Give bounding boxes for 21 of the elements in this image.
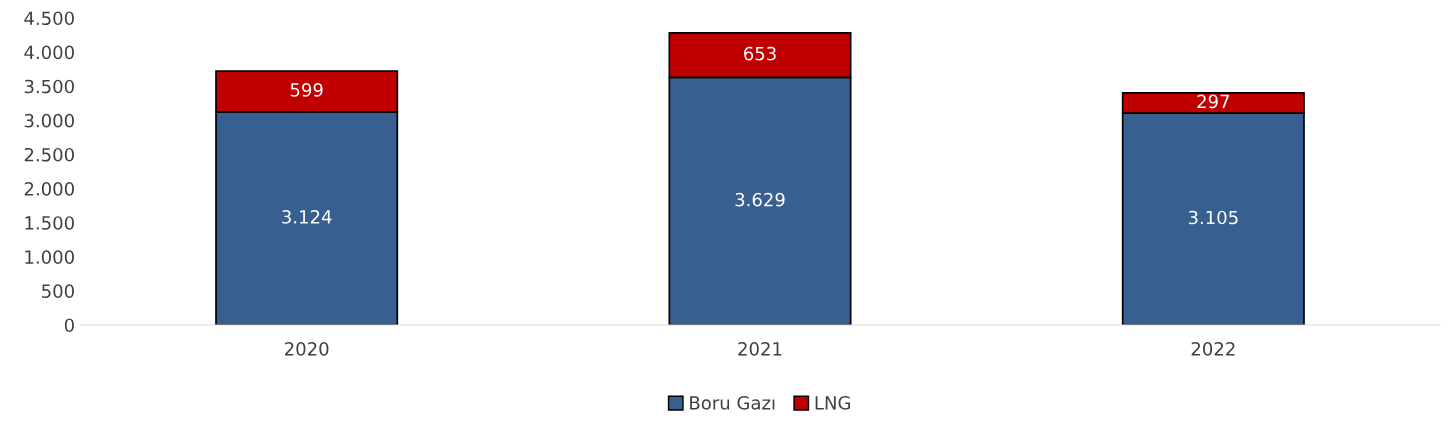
x-tick-label: 2020	[285, 341, 329, 356]
y-tick-label: 4.500	[24, 11, 74, 26]
data-label: 3.629	[735, 192, 785, 207]
y-tick-label: 2.000	[24, 182, 74, 196]
data-label: 653	[744, 46, 776, 61]
data-label: 599	[290, 83, 323, 97]
x-tick-label: 2021	[738, 341, 782, 356]
y-tick-label: 3.000	[24, 113, 74, 128]
y-tick-label: 0	[64, 318, 74, 333]
legend-label: LNG	[815, 395, 850, 410]
legend-label: Boru Gazı	[690, 395, 775, 410]
y-tick-label: 500	[42, 284, 74, 299]
y-tick-label: 1.000	[25, 250, 74, 264]
y-tick-label: 1.500	[25, 216, 74, 230]
y-tick-label: 4.000	[24, 45, 74, 60]
y-tick-label: 2.500	[24, 147, 74, 162]
data-label: 3.105	[1188, 210, 1238, 225]
x-tick-label: 2022	[1191, 341, 1235, 356]
data-label: 297	[1197, 94, 1230, 109]
y-tick-label: 3.500	[24, 79, 74, 94]
data-label: 3.124	[282, 210, 332, 224]
